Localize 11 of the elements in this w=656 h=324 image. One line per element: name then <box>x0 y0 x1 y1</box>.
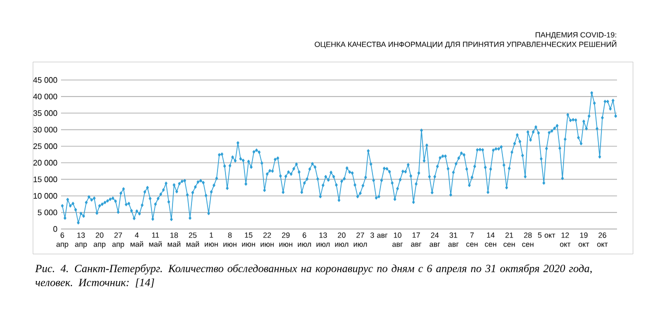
y-tick-label: 15 000 <box>34 176 58 182</box>
y-tick-label: 25 000 <box>33 143 58 150</box>
y-tick-label: 10 000 <box>34 193 58 199</box>
y-tick-label: 20 000 <box>33 160 58 166</box>
y-tick-label: 30 000 <box>33 126 58 132</box>
y-tick-label: 45 000 <box>33 77 58 83</box>
y-tick-label: 35 000 <box>33 110 58 116</box>
y-tick-label: 40 000 <box>33 94 58 100</box>
y-tick-label: 0 <box>53 226 58 232</box>
text: Рис. 4. Санкт-Петербург. Количество обследованных на коронавирус по дням с 6 апреля по 31 октября 2020 года, человек. Источник: [14] <box>35 264 592 288</box>
y-tick-label: 5 000 <box>38 210 58 216</box>
